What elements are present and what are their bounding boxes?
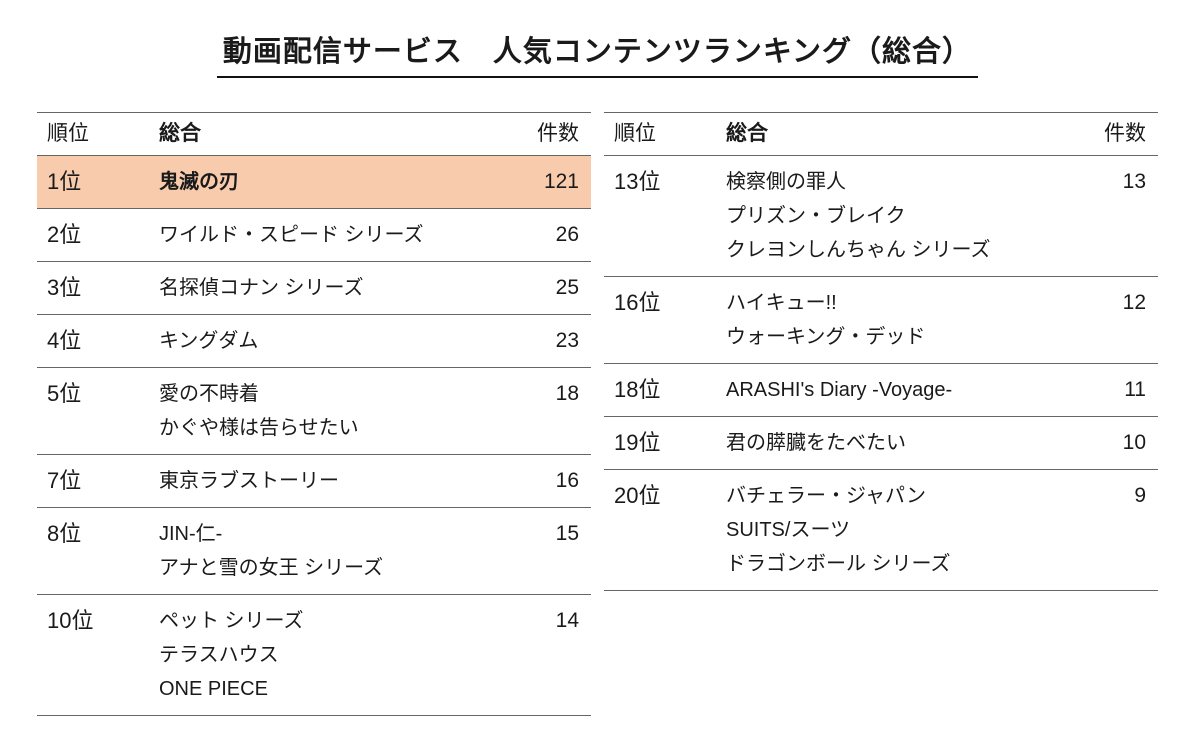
table-header: 順位 総合 件数 [604, 113, 1158, 156]
content-title: 愛の不時着 [159, 383, 259, 405]
ranking-table-left: 順位 総合 件数 1位 鬼滅の刃 121 2位 ワイルド・スピード シリーズ 2… [37, 112, 591, 716]
count-cell: 10 [1122, 431, 1146, 454]
count-cell: 15 [555, 522, 579, 545]
rank-cell: 1位 [47, 169, 82, 194]
table-row: 1位 鬼滅の刃 121 [37, 156, 591, 209]
count-cell: 13 [1122, 170, 1146, 193]
ranking-table-right: 順位 総合 件数 13位 検察側の罪人 プリズン・ブレイク クレヨンしんちゃん … [604, 112, 1158, 591]
count-cell: 18 [555, 382, 579, 405]
count-cell: 16 [555, 469, 579, 492]
rank-cell: 4位 [47, 328, 82, 353]
title-cell: ワイルド・スピード シリーズ [159, 218, 487, 252]
page-title: 動画配信サービス 人気コンテンツランキング（総合） [216, 28, 979, 78]
rank-cell: 10位 [47, 608, 94, 633]
ranking-figure: 動画配信サービス 人気コンテンツランキング（総合） 順位 総合 件数 1位 鬼滅… [37, 28, 1158, 716]
content-title: テラスハウス [159, 644, 279, 666]
count-cell: 25 [555, 276, 579, 299]
table-header: 順位 総合 件数 [37, 113, 591, 156]
table-row: 4位 キングダム 23 [37, 315, 591, 368]
content-title: ペット シリーズ [159, 610, 304, 632]
count-cell: 9 [1134, 484, 1146, 507]
table-row: 20位 バチェラー・ジャパン SUITS/スーツ ドラゴンボール シリーズ 9 [604, 470, 1158, 591]
content-title: ARASHI's Diary -Voyage- [726, 379, 953, 401]
content-title: キングダム [159, 330, 259, 352]
title-cell: キングダム [159, 324, 487, 358]
content-title: ドラゴンボール シリーズ [726, 553, 951, 575]
count-cell: 121 [543, 170, 579, 193]
title-cell: ハイキュー!! ウォーキング・デッド [726, 286, 1054, 354]
title-cell: JIN-仁- アナと雪の女王 シリーズ [159, 517, 487, 585]
rank-cell: 19位 [614, 430, 661, 455]
table-row: 16位 ハイキュー!! ウォーキング・デッド 12 [604, 277, 1158, 364]
content-title: 鬼滅の刃 [159, 171, 239, 193]
content-title: アナと雪の女王 シリーズ [159, 557, 384, 579]
rank-cell: 2位 [47, 222, 82, 247]
rank-cell: 8位 [47, 521, 82, 546]
table-row: 7位 東京ラブストーリー 16 [37, 455, 591, 508]
title-cell: 名探偵コナン シリーズ [159, 271, 487, 305]
count-cell: 23 [555, 329, 579, 352]
header-category: 総合 [726, 122, 768, 145]
table-row: 2位 ワイルド・スピード シリーズ 26 [37, 209, 591, 262]
count-cell: 26 [555, 223, 579, 246]
title-cell: 鬼滅の刃 [159, 165, 487, 199]
table-row: 8位 JIN-仁- アナと雪の女王 シリーズ 15 [37, 508, 591, 595]
header-rank: 順位 [47, 122, 89, 145]
table-row: 13位 検察側の罪人 プリズン・ブレイク クレヨンしんちゃん シリーズ 13 [604, 156, 1158, 277]
rank-cell: 7位 [47, 468, 82, 493]
title-cell: 検察側の罪人 プリズン・ブレイク クレヨンしんちゃん シリーズ [726, 165, 1054, 267]
content-title: SUITS/スーツ [726, 519, 851, 541]
rank-cell: 18位 [614, 377, 661, 402]
content-title: ワイルド・スピード シリーズ [159, 224, 424, 246]
content-title: プリズン・ブレイク [726, 205, 906, 227]
content-title: ハイキュー!! [726, 292, 837, 314]
rank-cell: 13位 [614, 169, 661, 194]
count-cell: 11 [1124, 378, 1146, 401]
title-cell: ARASHI's Diary -Voyage- [726, 373, 1054, 407]
rank-cell: 5位 [47, 381, 82, 406]
title-cell: 愛の不時着 かぐや様は告らせたい [159, 377, 487, 445]
title-cell: バチェラー・ジャパン SUITS/スーツ ドラゴンボール シリーズ [726, 479, 1054, 581]
table-row: 10位 ペット シリーズ テラスハウス ONE PIECE 14 [37, 595, 591, 716]
content-title: 東京ラブストーリー [159, 470, 339, 492]
header-count: 件数 [537, 122, 579, 145]
content-title: ウォーキング・デッド [726, 326, 926, 348]
rank-cell: 3位 [47, 275, 82, 300]
title-cell: ペット シリーズ テラスハウス ONE PIECE [159, 604, 487, 706]
rank-cell: 20位 [614, 483, 661, 508]
header-category: 総合 [159, 122, 201, 145]
count-cell: 14 [555, 609, 579, 632]
content-title: 検察側の罪人 [726, 171, 846, 193]
title-wrap: 動画配信サービス 人気コンテンツランキング（総合） [37, 28, 1158, 78]
rank-cell: 16位 [614, 290, 661, 315]
table-row: 18位 ARASHI's Diary -Voyage- 11 [604, 364, 1158, 417]
table-row: 3位 名探偵コナン シリーズ 25 [37, 262, 591, 315]
title-cell: 東京ラブストーリー [159, 464, 487, 498]
content-title: JIN-仁- [159, 523, 223, 545]
content-title: ONE PIECE [159, 678, 268, 700]
table-row: 5位 愛の不時着 かぐや様は告らせたい 18 [37, 368, 591, 455]
content-title: バチェラー・ジャパン [726, 485, 926, 507]
content-title: 君の膵臓をたべたい [726, 432, 906, 454]
header-rank: 順位 [614, 122, 656, 145]
title-cell: 君の膵臓をたべたい [726, 426, 1054, 460]
count-cell: 12 [1122, 291, 1146, 314]
content-title: かぐや様は告らせたい [159, 417, 359, 439]
content-title: クレヨンしんちゃん シリーズ [726, 239, 991, 261]
table-row: 19位 君の膵臓をたべたい 10 [604, 417, 1158, 470]
ranking-tables: 順位 総合 件数 1位 鬼滅の刃 121 2位 ワイルド・スピード シリーズ 2… [37, 112, 1158, 716]
header-count: 件数 [1104, 122, 1146, 145]
content-title: 名探偵コナン シリーズ [159, 277, 364, 299]
